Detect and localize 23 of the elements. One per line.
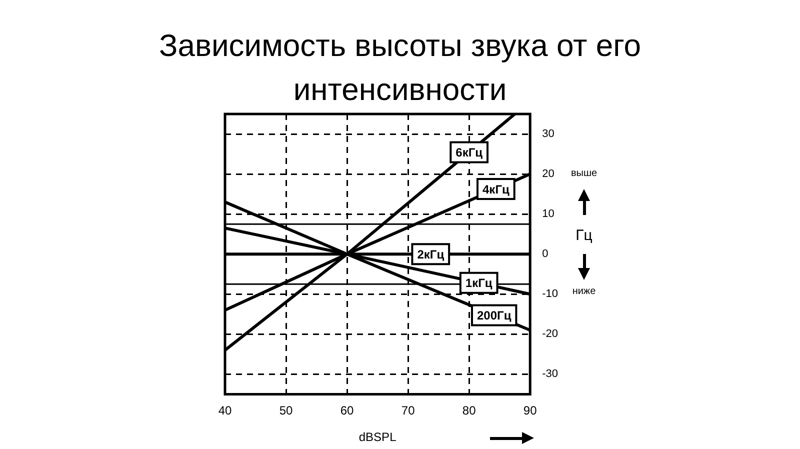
text: выше bbox=[570, 168, 598, 179]
x-axis-title: dBSPL bbox=[358, 430, 397, 444]
series-label: 4кГц bbox=[482, 182, 510, 196]
y-tick-label: -10 bbox=[542, 288, 558, 300]
series-label: 6кГц bbox=[456, 146, 484, 160]
x-tick-label: 50 bbox=[279, 404, 294, 418]
series-label: 200Гц bbox=[477, 308, 512, 323]
y-tick-label: 10 bbox=[542, 208, 554, 220]
y-tick-label: 30 bbox=[542, 128, 554, 140]
chart-title: Зависимость высоты звука от его интенсивности bbox=[158, 27, 642, 109]
y-axis-title: Гц bbox=[576, 227, 592, 244]
series-label: 2кГц bbox=[417, 247, 445, 262]
x-tick-label: 40 bbox=[218, 404, 232, 418]
x-tick-label: 70 bbox=[401, 404, 416, 418]
y-tick-label: 0 bbox=[542, 248, 548, 260]
y-tick-label: -20 bbox=[542, 328, 558, 340]
x-tick-label: 80 bbox=[462, 404, 476, 418]
series-label: 1кГц bbox=[465, 276, 493, 290]
y-tick-label: -30 bbox=[542, 368, 558, 380]
y-tick-label: 20 bbox=[542, 168, 554, 180]
x-tick-label: 90 bbox=[523, 404, 538, 418]
text: ниже bbox=[572, 286, 596, 297]
x-tick-label: 60 bbox=[340, 404, 354, 418]
